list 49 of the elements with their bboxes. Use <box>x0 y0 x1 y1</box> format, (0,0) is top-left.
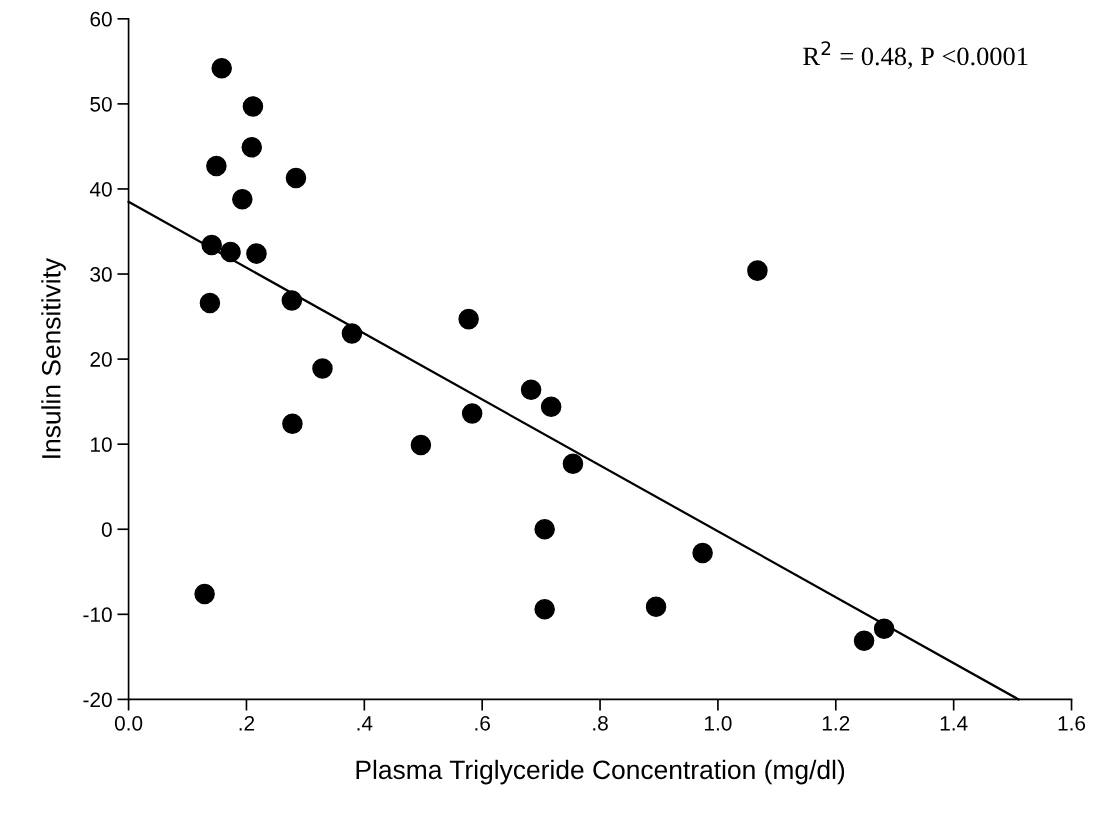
point <box>645 596 667 617</box>
point <box>201 234 222 256</box>
point <box>853 630 875 651</box>
point <box>312 358 333 379</box>
point <box>220 241 241 263</box>
x-tick-label: .2 <box>239 715 255 731</box>
y-tick-label: -20 <box>83 692 112 708</box>
point <box>281 290 303 311</box>
y-tick-label: 20 <box>90 352 112 367</box>
point <box>285 167 307 189</box>
x-tick-label: .4 <box>357 716 373 731</box>
y-axis-title: Insulin Sensitivity <box>41 257 66 458</box>
x-tick-label: .6 <box>475 715 490 731</box>
x-tick-label: .8 <box>593 715 608 731</box>
point <box>534 598 555 620</box>
point <box>873 618 895 640</box>
x-tick-label: 1.2 <box>822 715 850 731</box>
point <box>540 396 562 418</box>
point <box>747 260 768 281</box>
y-tick-label: 10 <box>91 437 112 452</box>
point <box>211 57 232 79</box>
y-tick-label: 60 <box>90 11 112 27</box>
point <box>206 155 227 177</box>
y-tick-label: 0 <box>101 522 112 537</box>
point <box>520 379 542 400</box>
point <box>282 413 303 435</box>
x-axis-title: Plasma Triglyceride Concentration (mg/dl) <box>356 759 845 785</box>
y-tick-label: 30 <box>90 267 112 282</box>
y-tick-label: 50 <box>90 96 112 112</box>
point <box>241 137 263 158</box>
point <box>562 453 584 475</box>
x-tick-label: 1.4 <box>940 716 968 731</box>
point <box>246 243 267 264</box>
x-tick-label: 1.6 <box>1058 715 1086 731</box>
point <box>410 434 432 456</box>
point <box>232 188 253 210</box>
point <box>534 518 555 540</box>
point <box>341 323 363 344</box>
x-tick-label: 0.0 <box>114 715 143 731</box>
point <box>458 308 479 330</box>
point <box>194 583 215 605</box>
point <box>461 403 483 424</box>
x-tick-label: 1.0 <box>705 715 732 731</box>
y-tick-label: -10 <box>83 607 112 623</box>
point <box>242 96 264 117</box>
annotation: R$^{2}$ = 0.48, P <0.0001 <box>803 41 1028 70</box>
point <box>692 542 713 564</box>
y-tick-label: 40 <box>89 181 112 197</box>
point <box>199 292 221 314</box>
